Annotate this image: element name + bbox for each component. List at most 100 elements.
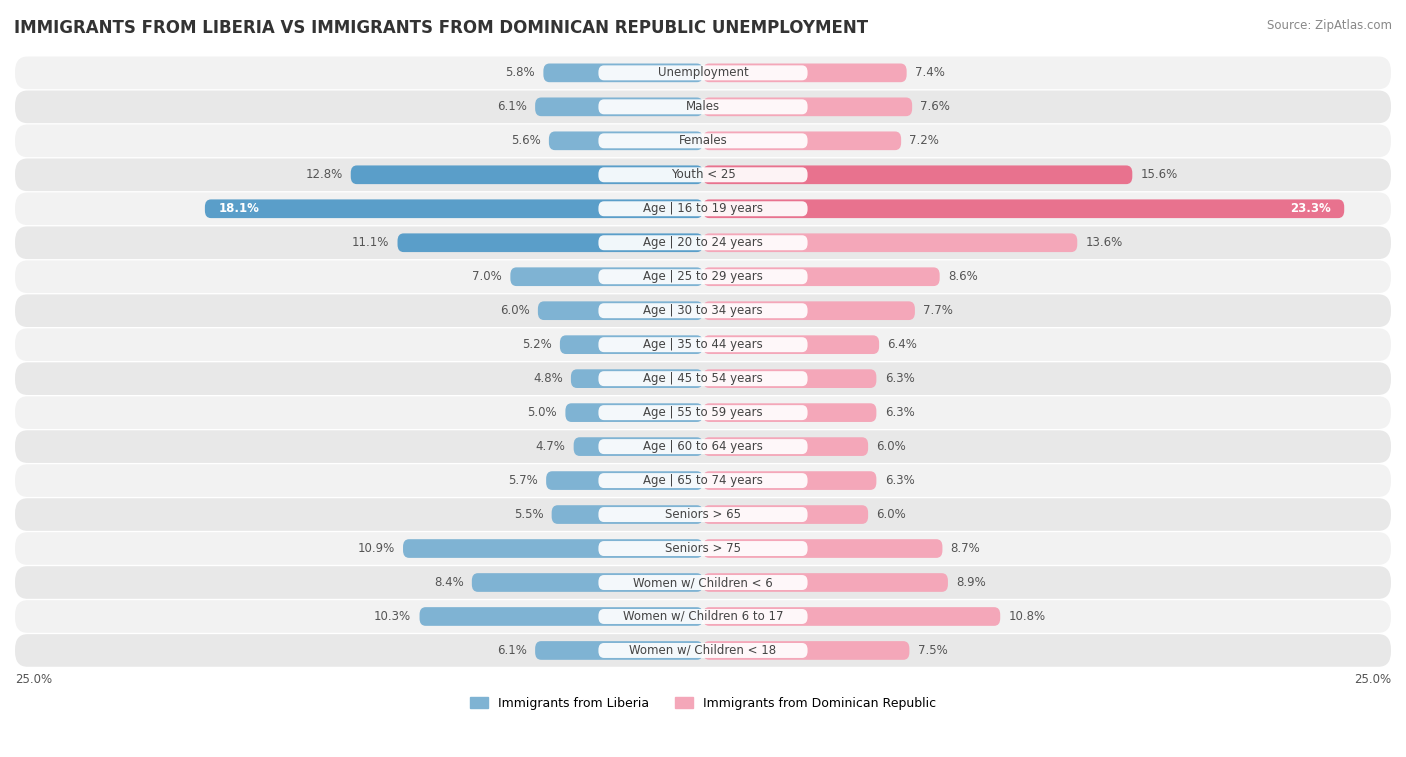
Text: 4.7%: 4.7% <box>536 440 565 453</box>
FancyBboxPatch shape <box>15 498 1391 531</box>
FancyBboxPatch shape <box>536 98 703 116</box>
FancyBboxPatch shape <box>599 541 807 556</box>
FancyBboxPatch shape <box>15 634 1391 667</box>
FancyBboxPatch shape <box>599 473 807 488</box>
Text: 6.4%: 6.4% <box>887 338 917 351</box>
FancyBboxPatch shape <box>510 267 703 286</box>
FancyBboxPatch shape <box>15 600 1391 633</box>
FancyBboxPatch shape <box>15 430 1391 463</box>
FancyBboxPatch shape <box>703 199 1344 218</box>
FancyBboxPatch shape <box>15 57 1391 89</box>
FancyBboxPatch shape <box>599 507 807 522</box>
FancyBboxPatch shape <box>703 267 939 286</box>
Text: 6.0%: 6.0% <box>876 440 905 453</box>
FancyBboxPatch shape <box>15 294 1391 327</box>
Text: 5.5%: 5.5% <box>513 508 543 521</box>
Text: Seniors > 75: Seniors > 75 <box>665 542 741 555</box>
Text: Age | 25 to 29 years: Age | 25 to 29 years <box>643 270 763 283</box>
FancyBboxPatch shape <box>599 643 807 658</box>
Text: Age | 16 to 19 years: Age | 16 to 19 years <box>643 202 763 215</box>
FancyBboxPatch shape <box>15 329 1391 361</box>
Text: 5.8%: 5.8% <box>506 67 536 79</box>
FancyBboxPatch shape <box>538 301 703 320</box>
FancyBboxPatch shape <box>703 539 942 558</box>
Text: Youth < 25: Youth < 25 <box>671 168 735 181</box>
FancyBboxPatch shape <box>574 438 703 456</box>
FancyBboxPatch shape <box>551 505 703 524</box>
Text: 8.6%: 8.6% <box>948 270 977 283</box>
FancyBboxPatch shape <box>599 337 807 352</box>
FancyBboxPatch shape <box>419 607 703 626</box>
Text: 13.6%: 13.6% <box>1085 236 1123 249</box>
FancyBboxPatch shape <box>703 438 868 456</box>
FancyBboxPatch shape <box>703 369 876 388</box>
Text: Age | 30 to 34 years: Age | 30 to 34 years <box>643 304 763 317</box>
Text: 5.0%: 5.0% <box>527 406 557 419</box>
Legend: Immigrants from Liberia, Immigrants from Dominican Republic: Immigrants from Liberia, Immigrants from… <box>464 692 942 715</box>
Text: Age | 65 to 74 years: Age | 65 to 74 years <box>643 474 763 487</box>
Text: Women w/ Children 6 to 17: Women w/ Children 6 to 17 <box>623 610 783 623</box>
FancyBboxPatch shape <box>703 335 879 354</box>
Text: Females: Females <box>679 134 727 148</box>
FancyBboxPatch shape <box>15 566 1391 599</box>
FancyBboxPatch shape <box>15 226 1391 259</box>
Text: 5.2%: 5.2% <box>522 338 551 351</box>
Text: 6.3%: 6.3% <box>884 474 914 487</box>
FancyBboxPatch shape <box>15 532 1391 565</box>
Text: Seniors > 65: Seniors > 65 <box>665 508 741 521</box>
FancyBboxPatch shape <box>599 167 807 182</box>
Text: Age | 45 to 54 years: Age | 45 to 54 years <box>643 372 763 385</box>
Text: 10.3%: 10.3% <box>374 610 412 623</box>
FancyBboxPatch shape <box>15 91 1391 123</box>
FancyBboxPatch shape <box>565 403 703 422</box>
Text: 8.7%: 8.7% <box>950 542 980 555</box>
FancyBboxPatch shape <box>15 363 1391 395</box>
FancyBboxPatch shape <box>398 233 703 252</box>
FancyBboxPatch shape <box>703 607 1000 626</box>
Text: 7.4%: 7.4% <box>915 67 945 79</box>
FancyBboxPatch shape <box>546 472 703 490</box>
FancyBboxPatch shape <box>404 539 703 558</box>
FancyBboxPatch shape <box>703 505 868 524</box>
FancyBboxPatch shape <box>703 301 915 320</box>
Text: Age | 35 to 44 years: Age | 35 to 44 years <box>643 338 763 351</box>
Text: 4.8%: 4.8% <box>533 372 562 385</box>
FancyBboxPatch shape <box>703 132 901 150</box>
Text: Age | 55 to 59 years: Age | 55 to 59 years <box>643 406 763 419</box>
Text: 7.0%: 7.0% <box>472 270 502 283</box>
FancyBboxPatch shape <box>15 397 1391 429</box>
Text: 6.1%: 6.1% <box>496 644 527 657</box>
FancyBboxPatch shape <box>703 472 876 490</box>
FancyBboxPatch shape <box>548 132 703 150</box>
FancyBboxPatch shape <box>599 99 807 114</box>
FancyBboxPatch shape <box>472 573 703 592</box>
Text: IMMIGRANTS FROM LIBERIA VS IMMIGRANTS FROM DOMINICAN REPUBLIC UNEMPLOYMENT: IMMIGRANTS FROM LIBERIA VS IMMIGRANTS FR… <box>14 19 868 37</box>
Text: 12.8%: 12.8% <box>305 168 343 181</box>
Text: Unemployment: Unemployment <box>658 67 748 79</box>
FancyBboxPatch shape <box>703 64 907 83</box>
Text: 6.3%: 6.3% <box>884 406 914 419</box>
FancyBboxPatch shape <box>560 335 703 354</box>
Text: Age | 60 to 64 years: Age | 60 to 64 years <box>643 440 763 453</box>
FancyBboxPatch shape <box>703 573 948 592</box>
Text: Males: Males <box>686 101 720 114</box>
FancyBboxPatch shape <box>15 260 1391 293</box>
Text: 25.0%: 25.0% <box>15 672 52 686</box>
FancyBboxPatch shape <box>599 269 807 284</box>
FancyBboxPatch shape <box>703 641 910 660</box>
FancyBboxPatch shape <box>703 233 1077 252</box>
FancyBboxPatch shape <box>599 304 807 318</box>
Text: 7.7%: 7.7% <box>924 304 953 317</box>
FancyBboxPatch shape <box>543 64 703 83</box>
FancyBboxPatch shape <box>536 641 703 660</box>
FancyBboxPatch shape <box>599 575 807 590</box>
FancyBboxPatch shape <box>571 369 703 388</box>
Text: Women w/ Children < 18: Women w/ Children < 18 <box>630 644 776 657</box>
Text: 5.6%: 5.6% <box>510 134 541 148</box>
FancyBboxPatch shape <box>15 124 1391 157</box>
Text: 7.2%: 7.2% <box>910 134 939 148</box>
FancyBboxPatch shape <box>205 199 703 218</box>
Text: 7.6%: 7.6% <box>921 101 950 114</box>
Text: 10.9%: 10.9% <box>357 542 395 555</box>
Text: 8.9%: 8.9% <box>956 576 986 589</box>
